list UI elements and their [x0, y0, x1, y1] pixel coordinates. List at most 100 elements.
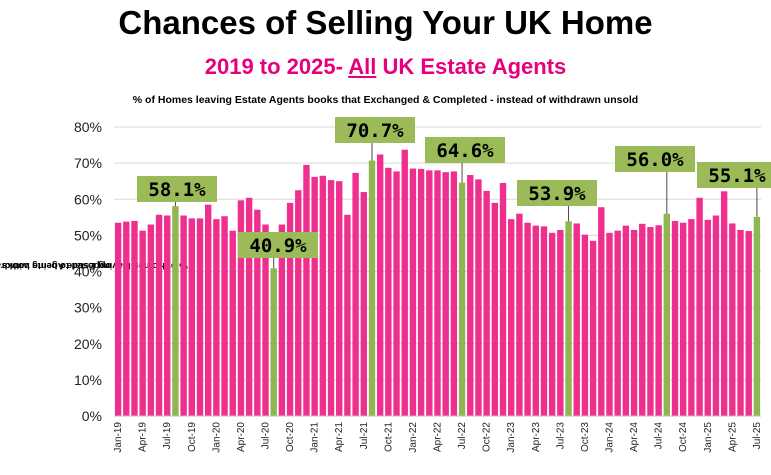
bar	[614, 230, 621, 416]
chart-description: % of Homes leaving Estate Agents books t…	[132, 94, 639, 106]
bar	[147, 224, 155, 416]
bar	[720, 191, 728, 416]
bar	[696, 197, 703, 416]
callout-box	[517, 180, 597, 206]
x-tick-label: Jan-25	[703, 422, 714, 453]
data-label: 56.0%	[626, 149, 684, 171]
bar	[483, 190, 490, 416]
bar	[589, 240, 597, 416]
data-label: 40.9%	[249, 235, 307, 257]
bar	[237, 200, 245, 416]
x-tick-label: Jul-24	[654, 422, 665, 450]
bar	[532, 225, 539, 416]
bar	[450, 171, 458, 416]
x-tick-label: Apr-21	[334, 422, 345, 452]
bar	[114, 222, 122, 416]
callout-box	[137, 176, 217, 202]
bar	[516, 213, 523, 416]
subtitle-post: UK Estate Agents	[376, 54, 567, 79]
bar	[712, 215, 720, 416]
bar	[204, 204, 212, 416]
x-tick-label: Apr-20	[236, 422, 247, 452]
bar	[245, 197, 253, 416]
bar	[630, 229, 638, 416]
callout-box	[238, 232, 318, 258]
bar	[548, 232, 556, 416]
callout-box	[335, 117, 415, 143]
bar	[155, 214, 163, 416]
callout-box	[697, 162, 771, 188]
bar	[565, 221, 572, 416]
bar	[573, 223, 580, 416]
y-tick-label: 10%	[74, 372, 102, 388]
bar	[221, 216, 228, 416]
bar	[499, 182, 507, 416]
bar	[508, 219, 515, 416]
bar	[442, 172, 449, 416]
bar	[376, 154, 384, 416]
y-tick-label: 60%	[74, 191, 102, 207]
data-label: 55.1%	[708, 165, 766, 187]
bar	[139, 230, 146, 416]
x-tick-label: Jul-21	[359, 422, 370, 450]
bar	[319, 175, 327, 416]
x-tick-label: Apr-22	[433, 422, 444, 452]
x-tick-label: Apr-23	[531, 422, 542, 452]
bar	[524, 222, 531, 416]
bar	[327, 180, 335, 416]
bar	[196, 218, 204, 416]
bar	[254, 209, 261, 416]
bar	[737, 229, 744, 416]
y-tick-label: 0%	[82, 408, 102, 424]
subtitle-underlined: All	[348, 54, 377, 79]
bar	[393, 171, 400, 416]
bar	[385, 167, 392, 416]
bar	[229, 230, 236, 416]
x-tick-label: Jan-22	[408, 422, 419, 453]
bar	[344, 214, 351, 416]
bar	[434, 170, 441, 416]
bar	[540, 226, 548, 416]
bar	[164, 215, 171, 416]
x-tick-label: Oct-20	[285, 422, 296, 452]
bar	[213, 219, 220, 416]
bar	[262, 224, 269, 416]
data-label: 64.6%	[436, 140, 494, 162]
x-tick-label: Jul-23	[555, 422, 566, 450]
x-tick-label: Jul-20	[261, 422, 272, 450]
x-tick-label: Oct-24	[678, 422, 689, 452]
bar	[655, 225, 662, 416]
y-tick-label: 80%	[74, 119, 102, 135]
bar	[639, 223, 646, 416]
bar	[753, 216, 761, 416]
bar	[417, 168, 425, 416]
bar	[458, 182, 466, 416]
x-tick-label: Apr-25	[727, 422, 738, 452]
bar	[467, 175, 474, 416]
x-tick-label: Oct-21	[383, 422, 394, 452]
x-tick-label: Apr-24	[629, 422, 640, 452]
bar	[278, 224, 286, 416]
chart-subtitle: 2019 to 2025- All UK Estate Agents	[0, 54, 771, 80]
subtitle-pre: 2019 to 2025-	[204, 54, 349, 79]
bar	[729, 223, 736, 416]
data-label: 58.1%	[148, 179, 206, 201]
x-tick-label: Apr-19	[138, 422, 149, 452]
y-tick-label: 30%	[74, 300, 102, 316]
bar	[680, 222, 687, 416]
x-tick-label: Oct-23	[580, 422, 591, 452]
bar	[598, 207, 605, 416]
bar	[360, 192, 367, 416]
data-label: 70.7%	[346, 120, 404, 142]
callout-box	[425, 137, 505, 163]
bar	[401, 149, 408, 417]
bar	[426, 170, 433, 416]
bar	[671, 220, 679, 416]
x-tick-label: Jan-21	[310, 422, 321, 453]
bar	[311, 176, 318, 416]
x-tick-label: Jul-19	[162, 422, 173, 450]
bar	[704, 219, 711, 416]
x-tick-label: Jan-24	[604, 422, 615, 453]
bar	[663, 213, 671, 416]
